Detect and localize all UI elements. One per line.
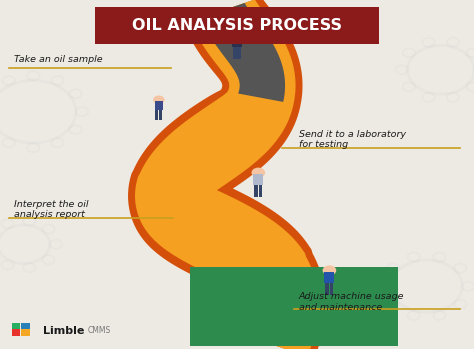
Bar xyxy=(155,101,163,110)
Bar xyxy=(330,283,333,295)
Bar xyxy=(155,110,158,120)
Polygon shape xyxy=(201,3,285,102)
Bar xyxy=(21,329,30,336)
Bar xyxy=(159,110,162,120)
Text: Send it to a laboratory
for testing: Send it to a laboratory for testing xyxy=(299,130,406,149)
Bar xyxy=(232,36,242,47)
Polygon shape xyxy=(128,0,326,349)
Text: Adjust machine usage
and maintenance: Adjust machine usage and maintenance xyxy=(299,292,404,312)
Text: Limble: Limble xyxy=(43,326,84,336)
Bar xyxy=(324,272,335,283)
Text: Take an oil sample: Take an oil sample xyxy=(14,55,103,64)
Text: OIL ANALYSIS PROCESS: OIL ANALYSIS PROCESS xyxy=(132,18,342,32)
Bar xyxy=(253,174,264,185)
Bar xyxy=(233,47,237,59)
Bar xyxy=(12,329,20,336)
Bar xyxy=(12,322,20,329)
Circle shape xyxy=(230,30,244,40)
Polygon shape xyxy=(190,267,398,346)
Circle shape xyxy=(252,168,265,178)
Bar xyxy=(237,47,241,59)
Text: Interpret the oil
analysis report: Interpret the oil analysis report xyxy=(14,200,89,219)
Bar xyxy=(326,283,329,295)
Polygon shape xyxy=(135,0,319,349)
Circle shape xyxy=(153,96,164,104)
Bar xyxy=(255,185,258,197)
Bar xyxy=(21,322,30,329)
Bar xyxy=(259,185,262,197)
FancyBboxPatch shape xyxy=(95,7,379,44)
Text: CMMS: CMMS xyxy=(88,326,111,335)
Circle shape xyxy=(323,265,336,275)
